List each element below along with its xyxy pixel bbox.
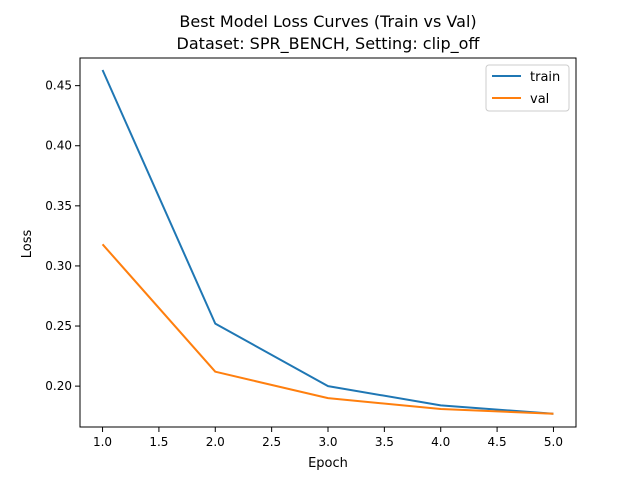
- series-line-train: [101, 69, 554, 415]
- x-ticks: 1.0 1.5 2.0 2.5 3.0 3.5 4.0 4.5 5.0: [93, 427, 563, 449]
- chart-subtitle: Dataset: SPR_BENCH, Setting: clip_off: [177, 34, 481, 54]
- legend: train val: [485, 64, 570, 112]
- plot-frame: [79, 57, 577, 428]
- x-tick-label: 2.5: [262, 435, 281, 449]
- x-tick-label: 1.0: [93, 435, 112, 449]
- x-tick-label: 2.0: [206, 435, 225, 449]
- y-tick-label: 0.40: [45, 139, 72, 153]
- series-line-val: [101, 243, 554, 415]
- series-layer: [101, 69, 554, 415]
- x-tick-label: 4.0: [431, 435, 450, 449]
- y-tick-label: 0.20: [45, 379, 72, 393]
- x-tick-label: 3.0: [318, 435, 337, 449]
- y-tick-label: 0.30: [45, 259, 72, 273]
- y-tick-label: 0.35: [45, 199, 72, 213]
- y-tick-label: 0.25: [45, 319, 72, 333]
- plot-area: 1.0 1.5 2.0 2.5 3.0 3.5 4.0 4.5 5.0 0.20 0.25 0.30…: [45, 57, 577, 449]
- y-axis-label: Loss: [20, 230, 35, 259]
- x-tick-label: 1.5: [149, 435, 168, 449]
- legend-label-val: val: [530, 92, 549, 107]
- x-tick-label: 5.0: [544, 435, 563, 449]
- x-tick-label: 4.5: [488, 435, 507, 449]
- x-tick-label: 3.5: [375, 435, 394, 449]
- x-axis-label: Epoch: [308, 456, 348, 471]
- chart-title: Best Model Loss Curves (Train vs Val): [179, 12, 476, 31]
- y-ticks: 0.20 0.25 0.30 0.35 0.40 0.45: [45, 79, 80, 393]
- legend-label-train: train: [530, 70, 560, 85]
- y-tick-label: 0.45: [45, 79, 72, 93]
